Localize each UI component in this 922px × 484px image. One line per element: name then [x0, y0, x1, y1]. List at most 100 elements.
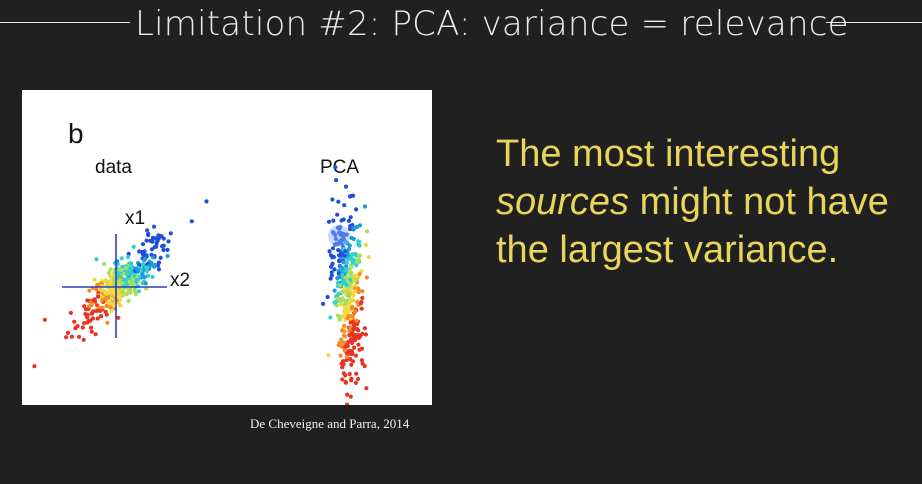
scatter-point [344, 354, 349, 359]
scatter-point [100, 305, 105, 310]
scatter-point [120, 264, 125, 269]
scatter-point [348, 357, 353, 362]
scatter-point [346, 246, 352, 252]
scatter-point [341, 231, 346, 237]
scatter-point [331, 218, 336, 223]
scatter-point [340, 365, 345, 370]
scatter-point [64, 335, 69, 340]
scatter-point [344, 357, 349, 363]
scatter-point [108, 305, 113, 310]
scatter-point [325, 294, 330, 300]
scatter-point [105, 320, 110, 325]
scatter-point [204, 199, 209, 204]
scatter-point [96, 294, 101, 299]
scatter-point [68, 310, 73, 315]
scatter-point [140, 261, 146, 267]
scatter-point [364, 275, 369, 280]
scatter-point [354, 263, 359, 268]
left-panel-label: data [95, 157, 132, 178]
scatter-point [364, 229, 370, 234]
scatter-point [359, 346, 365, 351]
scatter-point [356, 376, 361, 382]
scatter-point [330, 261, 335, 267]
scatter-point [156, 267, 162, 272]
scatter-point [165, 253, 170, 259]
scatter-point [82, 304, 87, 309]
scatter-point [342, 253, 347, 258]
statement-line-2: sources might not have [496, 178, 916, 226]
scatter-point [126, 298, 131, 304]
scatter-point [97, 308, 102, 313]
scatter-point [146, 232, 151, 238]
scatter-point [136, 289, 141, 294]
scatter-point [349, 193, 354, 198]
scatter-point [107, 271, 112, 276]
scatter-point [94, 308, 99, 313]
scatter-point [342, 286, 347, 291]
scatter-point [354, 371, 359, 376]
scatter-point [343, 249, 348, 254]
scatter-point [80, 325, 85, 330]
scatter-point [360, 295, 365, 301]
scatter-point [93, 332, 98, 337]
scatter-point [345, 257, 351, 262]
scatter-point [360, 289, 365, 294]
scatter-point [335, 225, 340, 230]
scatter-point [355, 299, 360, 305]
scatter-point [140, 272, 145, 277]
scatter-point [145, 273, 151, 278]
scatter-point [347, 243, 352, 248]
scatter-point [362, 364, 367, 369]
scatter-point [91, 298, 96, 303]
scatter-point [91, 309, 96, 314]
scatter-point [334, 178, 339, 183]
scatter-point [124, 265, 129, 271]
scatter-point [348, 299, 353, 304]
scatter-point [347, 303, 352, 308]
scatter-point [333, 236, 338, 242]
axis2-label: x2 [170, 270, 190, 291]
scatter-point [42, 317, 47, 322]
scatter-point [339, 302, 344, 307]
right-panel-label: PCA [320, 157, 359, 178]
scatter-point [346, 218, 352, 223]
statement-line-2-rest: might not have [629, 181, 889, 223]
figure-image: b data PCA x1 x2 [22, 90, 432, 405]
scatter-point [118, 293, 123, 298]
scatter-point [73, 326, 78, 331]
scatter-point [354, 318, 359, 323]
scatter-point [152, 224, 157, 229]
scatter-point [340, 377, 345, 382]
scatter-point [349, 376, 354, 381]
scatter-point [345, 402, 350, 405]
scatter-point [150, 274, 155, 279]
scatter-point [140, 252, 145, 257]
scatter-point [332, 288, 337, 293]
scatter-point [353, 309, 358, 314]
scatter-point [333, 165, 338, 170]
scatter-point [140, 242, 146, 247]
scatter-point [344, 240, 349, 245]
scatter-point [150, 239, 155, 244]
scatter-point [334, 303, 339, 308]
scatter-point [351, 236, 356, 242]
scatter-point [330, 246, 336, 251]
scatter-point [69, 334, 75, 339]
scatter-point [349, 340, 354, 345]
scatter-point [340, 328, 345, 333]
scatter-point [86, 304, 92, 309]
scatter-point [341, 260, 346, 265]
scatter-point [342, 334, 347, 339]
scatter-point [83, 307, 89, 312]
scatter-point [340, 289, 345, 294]
scatter-point [351, 327, 356, 332]
scatter-point [142, 258, 147, 263]
statement-emphasis: sources [496, 181, 630, 223]
scatter-point [109, 309, 114, 314]
scatter-point [144, 269, 149, 274]
axis1-label: x1 [125, 208, 145, 229]
scatter-point [342, 280, 347, 285]
scatter-point [346, 309, 351, 314]
scatter-point [354, 277, 359, 282]
